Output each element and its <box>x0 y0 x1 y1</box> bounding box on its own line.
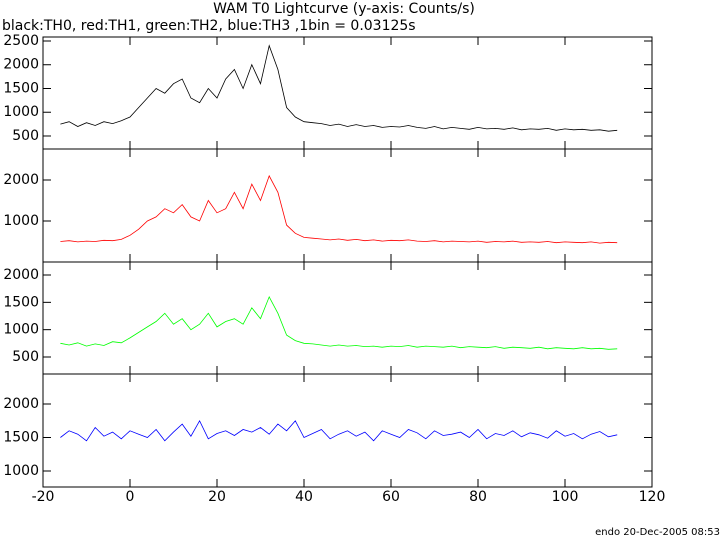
x-tick-label: 40 <box>295 489 313 505</box>
panel-frame <box>42 373 653 488</box>
footer-annotation: endo 20-Dec-2005 08:53 <box>595 527 720 538</box>
y-tick-label: 1000 <box>3 463 39 479</box>
y-tick-label: 500 <box>12 349 39 365</box>
chart-subtitle: black:TH0, red:TH1, green:TH2, blue:TH3 … <box>2 18 416 34</box>
y-tick-label: 1500 <box>3 429 39 445</box>
x-tick-label: 120 <box>639 489 666 505</box>
panel-frame <box>42 36 653 150</box>
x-tick-label: 80 <box>469 489 487 505</box>
light-curve <box>60 44 618 132</box>
y-tick-label: 2000 <box>3 57 39 73</box>
x-tick-label: 100 <box>552 489 579 505</box>
light-curve <box>60 174 618 244</box>
y-tick-label: 2000 <box>3 172 39 188</box>
chart-title: WAM T0 Lightcurve (y-axis: Counts/s) <box>213 1 475 17</box>
y-tick-label: 1000 <box>3 104 39 120</box>
x-tick-label: 0 <box>126 489 135 505</box>
x-tick-label: 20 <box>208 489 226 505</box>
y-tick-label: 1500 <box>3 294 39 310</box>
y-tick-label: 2000 <box>3 396 39 412</box>
panel-frame <box>42 261 653 375</box>
y-tick-label: 1500 <box>3 80 39 96</box>
y-tick-label: 2000 <box>3 267 39 283</box>
x-tick-label: 60 <box>382 489 400 505</box>
light-curve <box>60 295 618 350</box>
x-tick-label: -20 <box>32 489 55 505</box>
y-tick-label: 1000 <box>3 322 39 338</box>
y-tick-label: 1000 <box>3 213 39 229</box>
panel-frame <box>42 148 653 263</box>
light-curve <box>60 419 618 442</box>
y-tick-label: 500 <box>12 128 39 144</box>
y-tick-label: 2500 <box>3 33 39 49</box>
